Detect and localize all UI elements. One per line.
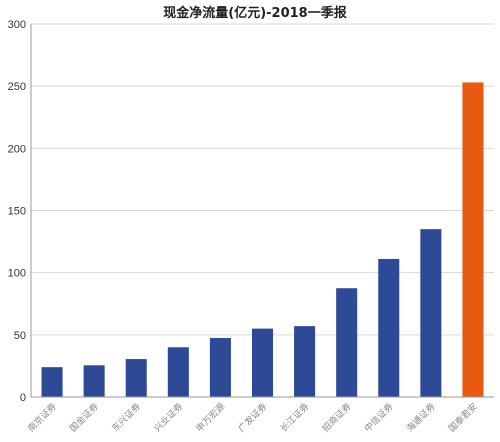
y-tick-label: 100 (8, 268, 26, 280)
x-tick-label: 长江证券 (278, 400, 312, 434)
x-tick-label: 东兴证券 (109, 400, 143, 434)
x-tick-label: 海通证券 (404, 400, 438, 434)
grid-lines (31, 23, 494, 398)
x-tick-label: 中信证券 (362, 400, 396, 434)
x-tick-label: 国泰君安 (446, 400, 480, 434)
y-tick-label: 150 (8, 206, 26, 218)
bar (378, 258, 400, 397)
x-tick-label: 南京证券 (25, 400, 59, 434)
x-axis-ticks: 南京证券 国金证券 东兴证券 兴业证券 申万宏源 广发证券 长江证券 招商证券 中信证券 海通证券… (25, 400, 480, 434)
bar (83, 365, 105, 397)
bar (336, 288, 358, 397)
bar (251, 328, 274, 397)
y-tick-label: 50 (14, 330, 26, 342)
bar (41, 367, 63, 397)
x-tick-label: 广发证券 (235, 400, 269, 434)
bar (125, 359, 147, 397)
chart-title: 现金净流量(亿元)-2018一季报 (163, 5, 347, 21)
x-tick-label: 招商证券 (320, 400, 354, 434)
y-tick-label: 0 (20, 392, 26, 404)
y-axis-ticks: 0 50 100 150 200 250 300 (8, 19, 26, 404)
bar (462, 82, 484, 397)
bar (420, 229, 442, 397)
bar (167, 347, 189, 397)
y-tick-label: 300 (8, 19, 26, 31)
y-tick-label: 200 (8, 143, 26, 155)
bar (209, 337, 231, 397)
x-tick-label: 申万宏源 (193, 400, 227, 434)
bar (294, 326, 316, 397)
x-tick-label: 兴业证券 (151, 400, 185, 434)
x-tick-label: 国金证券 (67, 400, 101, 434)
bars (41, 82, 484, 397)
y-tick-label: 250 (8, 81, 26, 93)
